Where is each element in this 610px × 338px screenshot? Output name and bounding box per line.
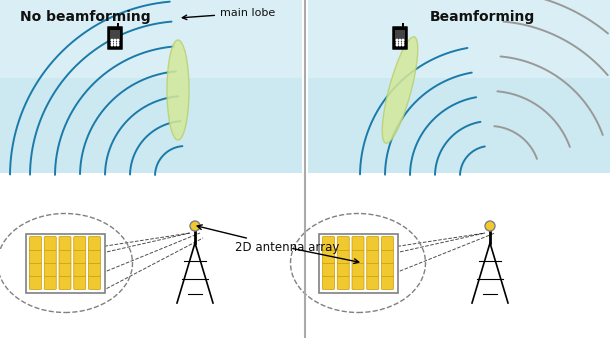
Ellipse shape — [382, 37, 418, 143]
FancyBboxPatch shape — [367, 275, 379, 290]
Circle shape — [190, 221, 200, 231]
Circle shape — [114, 42, 116, 43]
FancyBboxPatch shape — [352, 249, 364, 264]
Circle shape — [399, 42, 401, 43]
FancyBboxPatch shape — [352, 275, 364, 290]
Circle shape — [396, 42, 398, 43]
FancyBboxPatch shape — [367, 237, 379, 250]
FancyBboxPatch shape — [45, 249, 56, 264]
FancyBboxPatch shape — [323, 249, 334, 264]
FancyBboxPatch shape — [88, 249, 101, 264]
FancyBboxPatch shape — [74, 237, 86, 250]
Bar — [117, 23, 119, 28]
Bar — [110, 30, 120, 41]
FancyBboxPatch shape — [393, 27, 407, 49]
FancyBboxPatch shape — [45, 237, 56, 250]
Circle shape — [402, 42, 404, 43]
Circle shape — [117, 42, 119, 43]
Circle shape — [117, 44, 119, 46]
FancyBboxPatch shape — [45, 263, 56, 276]
Circle shape — [396, 44, 398, 46]
FancyBboxPatch shape — [318, 234, 398, 292]
Circle shape — [111, 40, 113, 41]
FancyBboxPatch shape — [337, 237, 350, 250]
Circle shape — [402, 40, 404, 41]
Circle shape — [485, 221, 495, 231]
Circle shape — [111, 42, 113, 43]
FancyBboxPatch shape — [74, 263, 86, 276]
FancyBboxPatch shape — [26, 234, 104, 292]
Circle shape — [402, 44, 404, 46]
FancyBboxPatch shape — [337, 249, 350, 264]
FancyBboxPatch shape — [88, 263, 101, 276]
FancyBboxPatch shape — [29, 237, 41, 250]
Text: No beamforming: No beamforming — [20, 10, 151, 24]
Circle shape — [114, 44, 116, 46]
FancyBboxPatch shape — [337, 275, 350, 290]
Bar — [402, 23, 404, 28]
FancyBboxPatch shape — [323, 275, 334, 290]
FancyBboxPatch shape — [59, 237, 71, 250]
FancyBboxPatch shape — [88, 237, 101, 250]
FancyBboxPatch shape — [337, 263, 350, 276]
FancyBboxPatch shape — [74, 249, 86, 264]
Bar — [395, 30, 405, 41]
Polygon shape — [308, 0, 610, 78]
Circle shape — [117, 40, 119, 41]
FancyBboxPatch shape — [381, 249, 393, 264]
FancyBboxPatch shape — [323, 263, 334, 276]
FancyBboxPatch shape — [59, 263, 71, 276]
Polygon shape — [308, 0, 610, 173]
Polygon shape — [0, 0, 302, 173]
Text: Beamforming: Beamforming — [430, 10, 535, 24]
Ellipse shape — [167, 40, 189, 140]
FancyBboxPatch shape — [59, 275, 71, 290]
FancyBboxPatch shape — [29, 249, 41, 264]
Circle shape — [111, 44, 113, 46]
FancyBboxPatch shape — [45, 275, 56, 290]
FancyBboxPatch shape — [88, 275, 101, 290]
FancyBboxPatch shape — [381, 275, 393, 290]
FancyBboxPatch shape — [323, 237, 334, 250]
FancyBboxPatch shape — [381, 237, 393, 250]
Circle shape — [399, 44, 401, 46]
Text: 2D antenna array: 2D antenna array — [197, 225, 339, 255]
FancyBboxPatch shape — [29, 263, 41, 276]
Text: main lobe: main lobe — [182, 8, 275, 20]
Polygon shape — [0, 0, 302, 78]
FancyBboxPatch shape — [74, 275, 86, 290]
FancyBboxPatch shape — [367, 263, 379, 276]
Circle shape — [114, 40, 116, 41]
FancyBboxPatch shape — [352, 237, 364, 250]
Circle shape — [399, 40, 401, 41]
FancyBboxPatch shape — [367, 249, 379, 264]
FancyBboxPatch shape — [381, 263, 393, 276]
FancyBboxPatch shape — [29, 275, 41, 290]
FancyBboxPatch shape — [352, 263, 364, 276]
FancyBboxPatch shape — [59, 249, 71, 264]
FancyBboxPatch shape — [108, 27, 122, 49]
Circle shape — [396, 40, 398, 41]
